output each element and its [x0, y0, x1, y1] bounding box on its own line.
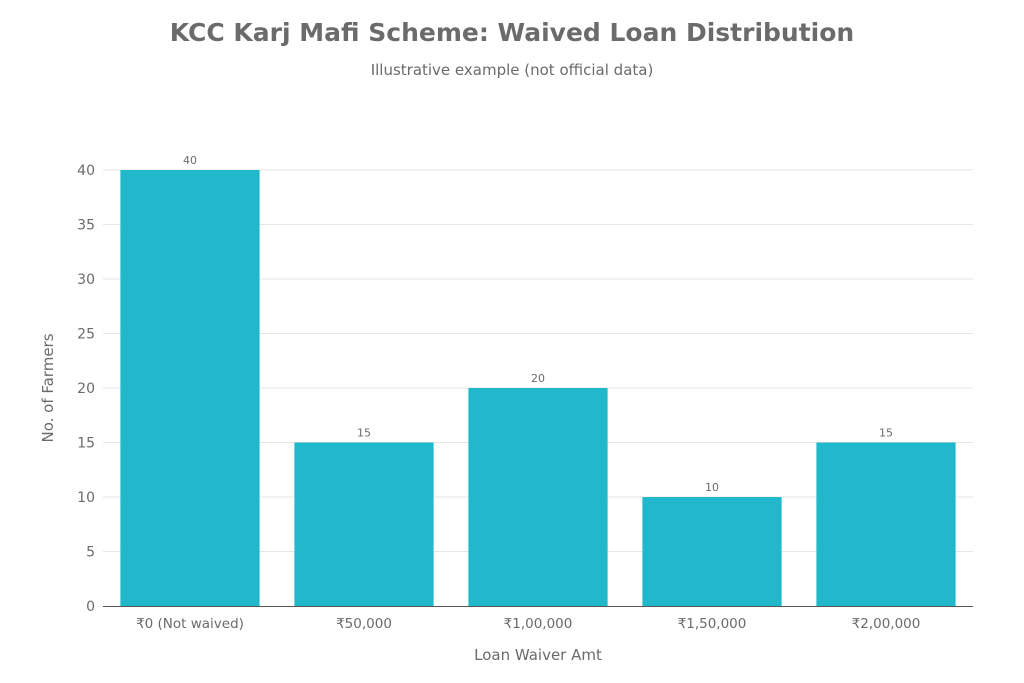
data-label: 40	[183, 154, 197, 167]
x-tick-label: ₹50,000	[336, 616, 392, 632]
data-labels: 40 15 20 10 15	[183, 154, 893, 494]
y-tick-label: 10	[77, 490, 95, 506]
y-axis-ticks: 0 5 10 15 20 25 30 35 40	[77, 163, 95, 615]
y-tick-label: 20	[77, 381, 95, 397]
data-label: 10	[705, 481, 719, 494]
y-tick-label: 15	[77, 436, 95, 452]
y-tick-label: 5	[86, 545, 95, 561]
y-tick-label: 35	[77, 218, 95, 234]
bars	[120, 170, 956, 606]
chart-subtitle: Illustrative example (not official data)	[370, 61, 654, 79]
y-axis-title: No. of Farmers	[39, 333, 57, 442]
bar	[120, 170, 260, 606]
bar	[816, 442, 956, 606]
data-label: 15	[879, 427, 893, 440]
x-tick-label: ₹0 (Not waived)	[136, 616, 244, 632]
bar	[468, 388, 608, 606]
data-label: 15	[357, 427, 371, 440]
bar	[642, 497, 782, 606]
x-tick-label: ₹1,00,000	[504, 616, 573, 632]
bar	[294, 442, 434, 606]
y-tick-label: 0	[86, 599, 95, 615]
x-axis-title: Loan Waiver Amt	[474, 646, 602, 664]
x-tick-label: ₹1,50,000	[678, 616, 747, 632]
y-tick-label: 40	[77, 163, 95, 179]
x-tick-label: ₹2,00,000	[852, 616, 921, 632]
y-tick-label: 25	[77, 327, 95, 343]
chart-title: KCC Karj Mafi Scheme: Waived Loan Distri…	[169, 18, 855, 47]
data-label: 20	[531, 372, 545, 385]
y-tick-label: 30	[77, 272, 95, 288]
x-axis-ticks: ₹0 (Not waived) ₹50,000 ₹1,00,000 ₹1,50,000…	[136, 616, 920, 632]
